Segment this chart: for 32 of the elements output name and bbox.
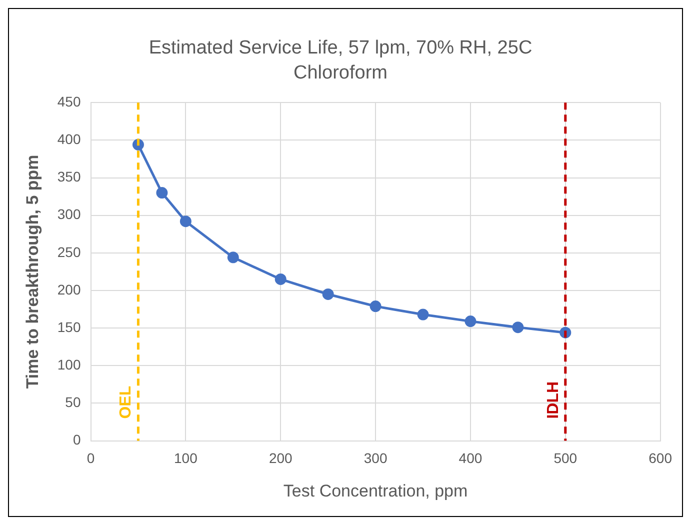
x-tick-label: 0 bbox=[86, 450, 95, 466]
point bbox=[512, 322, 524, 334]
ref-line-label: OEL bbox=[118, 386, 135, 419]
y-tick-label: 100 bbox=[57, 356, 81, 373]
point bbox=[322, 288, 334, 300]
x-tick-label: 300 bbox=[364, 450, 388, 466]
y-tick-label: 250 bbox=[57, 244, 81, 260]
chart-subtitle: Chloroform bbox=[294, 62, 388, 84]
point bbox=[274, 273, 286, 285]
ref-line-label: IDLH bbox=[544, 381, 562, 419]
y-tick-label: 150 bbox=[57, 318, 81, 335]
y-tick-label: 350 bbox=[57, 168, 81, 185]
point bbox=[464, 316, 476, 328]
y-tick-label: 200 bbox=[57, 281, 81, 298]
x-tick-label: 500 bbox=[554, 450, 578, 466]
x-tick-label: 200 bbox=[268, 450, 293, 466]
chart-title: Estimated Service Life, 57 lpm, 70% RH, 25C bbox=[148, 38, 532, 59]
x-tick-label: 600 bbox=[648, 450, 672, 466]
x-tick-label: 100 bbox=[174, 450, 198, 466]
y-tick-label: 50 bbox=[65, 394, 81, 410]
y-axis-title: Time to breakthrough, 5 ppm bbox=[22, 154, 42, 389]
y-tick-label: 400 bbox=[57, 131, 81, 148]
x-tick-label: 400 bbox=[458, 450, 482, 466]
y-tick-label: 300 bbox=[57, 206, 81, 222]
y-tick-label: 450 bbox=[57, 93, 81, 110]
x-axis-title: Test Concentration, ppm bbox=[283, 481, 468, 500]
point bbox=[370, 300, 382, 312]
y-tick-label: 0 bbox=[72, 432, 81, 448]
point bbox=[156, 187, 168, 199]
point bbox=[417, 308, 429, 320]
point bbox=[180, 216, 192, 228]
point bbox=[227, 252, 239, 264]
